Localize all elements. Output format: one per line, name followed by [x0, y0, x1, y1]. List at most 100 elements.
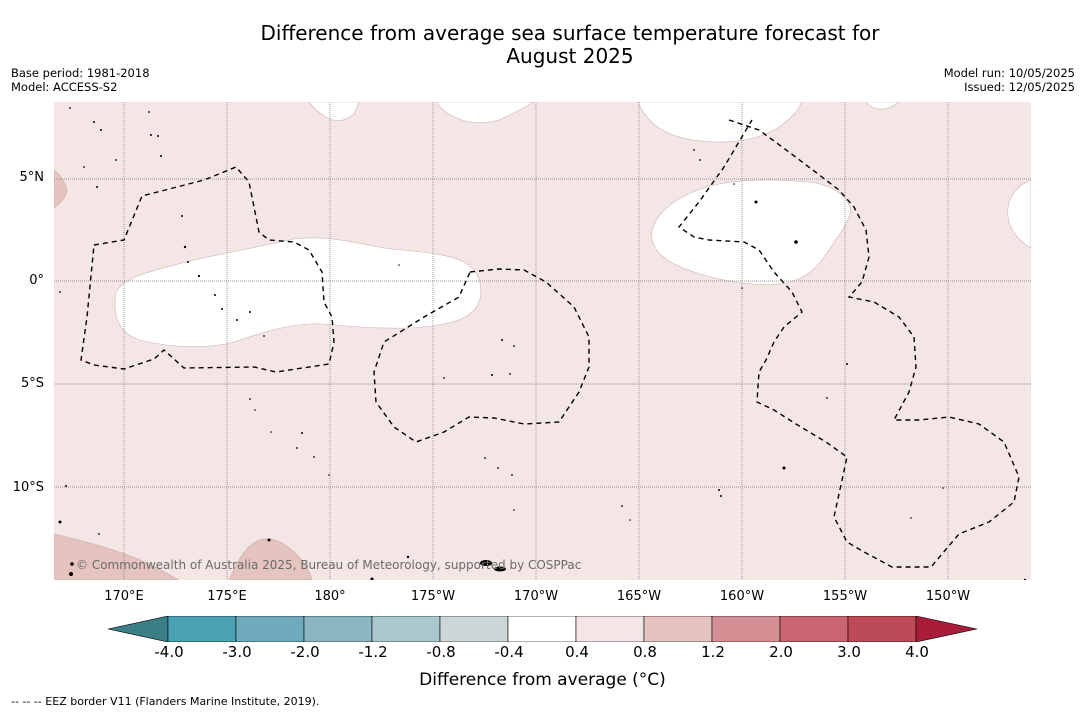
island	[296, 447, 298, 449]
island	[497, 467, 499, 469]
island	[157, 135, 159, 137]
meta-right: Model run: 10/05/2025 Issued: 12/05/2025	[944, 66, 1075, 94]
island	[301, 432, 303, 434]
island	[406, 555, 410, 559]
small-islands	[58, 107, 1027, 580]
warm-region-bottom-left	[54, 533, 180, 580]
island	[65, 485, 67, 487]
island	[718, 489, 720, 491]
island	[267, 538, 271, 542]
island	[249, 311, 251, 313]
island	[484, 457, 486, 459]
island	[181, 215, 183, 217]
eez-footnote: -- -- -- EEZ border V11 (Flanders Marine…	[11, 695, 320, 708]
island	[511, 474, 513, 476]
eez-border-kiribati-gilbert	[80, 166, 335, 373]
island	[270, 431, 272, 433]
island	[83, 166, 85, 168]
eez-borders	[80, 119, 1020, 568]
cb-tick-label: -4.0	[154, 643, 184, 661]
colorbar-segment	[303, 616, 373, 642]
colorbar-label: Difference from average (°C)	[419, 670, 666, 690]
island	[826, 397, 828, 399]
island	[501, 339, 503, 341]
colorbar-segment	[847, 616, 917, 642]
colorbar-segment	[167, 616, 237, 642]
island	[93, 121, 95, 123]
cb-tick-label: -0.8	[426, 643, 456, 661]
island	[150, 134, 152, 136]
island	[100, 129, 102, 131]
island	[621, 505, 623, 507]
island	[148, 111, 150, 113]
island	[197, 274, 201, 278]
island	[1023, 578, 1027, 580]
island	[509, 373, 511, 375]
island	[249, 398, 251, 400]
island	[98, 533, 100, 535]
lon-label-165w: 165°W	[616, 589, 662, 604]
lon-label-160w: 160°W	[719, 589, 765, 604]
lon-label-180: 180°	[314, 589, 346, 604]
model-run: Model run: 10/05/2025	[943, 66, 1075, 80]
island-samoa	[480, 560, 492, 566]
cb-tick-label: -3.0	[222, 643, 252, 661]
title-line-2: August 2025	[506, 44, 634, 68]
island	[942, 487, 944, 489]
island-upolu	[494, 566, 506, 572]
island	[69, 572, 73, 576]
island	[693, 149, 695, 151]
island	[96, 186, 98, 188]
island	[328, 474, 330, 476]
model-name: Model: ACCESS-S2	[11, 80, 118, 94]
island	[846, 363, 848, 365]
cb-tick-label: -2.0	[290, 643, 320, 661]
neutral-top-strip-1	[308, 102, 900, 143]
warm-region-bottom-center	[228, 538, 313, 580]
colorbar-segment	[371, 616, 441, 642]
island	[221, 308, 223, 310]
chart-title: Difference from average sea surface temp…	[0, 22, 1085, 68]
island	[254, 409, 256, 411]
island	[263, 335, 265, 337]
colorbar-segment	[575, 616, 645, 642]
island	[794, 240, 798, 244]
island	[443, 377, 445, 379]
island	[214, 294, 216, 296]
island	[398, 264, 400, 266]
sst-anomaly-map	[54, 102, 1031, 580]
island	[69, 107, 71, 109]
island	[699, 159, 701, 161]
lon-label-170e: 170°E	[104, 589, 144, 604]
cb-tick-label: 3.0	[837, 643, 861, 661]
island	[491, 374, 493, 376]
lon-label-175w: 175°W	[410, 589, 456, 604]
eez-border-tokelau	[373, 268, 590, 443]
colorbar-segment	[711, 616, 781, 642]
island	[59, 291, 61, 293]
lon-label-170w: 170°W	[513, 589, 559, 604]
island	[720, 495, 722, 497]
cb-tick-label: 0.8	[633, 643, 657, 661]
island	[58, 520, 62, 524]
island	[754, 200, 758, 204]
island	[115, 159, 117, 161]
island	[741, 287, 743, 289]
island	[370, 577, 374, 580]
lat-label-5n: 5°N	[19, 170, 45, 185]
cb-tick-label: 0.4	[565, 643, 589, 661]
island	[513, 509, 515, 511]
issued-date: Issued: 12/05/2025	[964, 80, 1075, 94]
neutral-region-equator-west	[114, 237, 482, 348]
island	[313, 456, 315, 458]
neutral-region-east	[651, 179, 852, 285]
colorbar-segment	[779, 616, 849, 642]
island	[160, 155, 162, 157]
map-gridlines	[54, 102, 1031, 580]
colorbar-segment	[439, 616, 509, 642]
cb-tick-label: 2.0	[769, 643, 793, 661]
warm-region-left-edge	[54, 169, 67, 209]
lon-label-155w: 155°W	[822, 589, 868, 604]
cb-tick-label: -0.4	[494, 643, 524, 661]
lat-label-10s: 10°S	[12, 480, 44, 495]
